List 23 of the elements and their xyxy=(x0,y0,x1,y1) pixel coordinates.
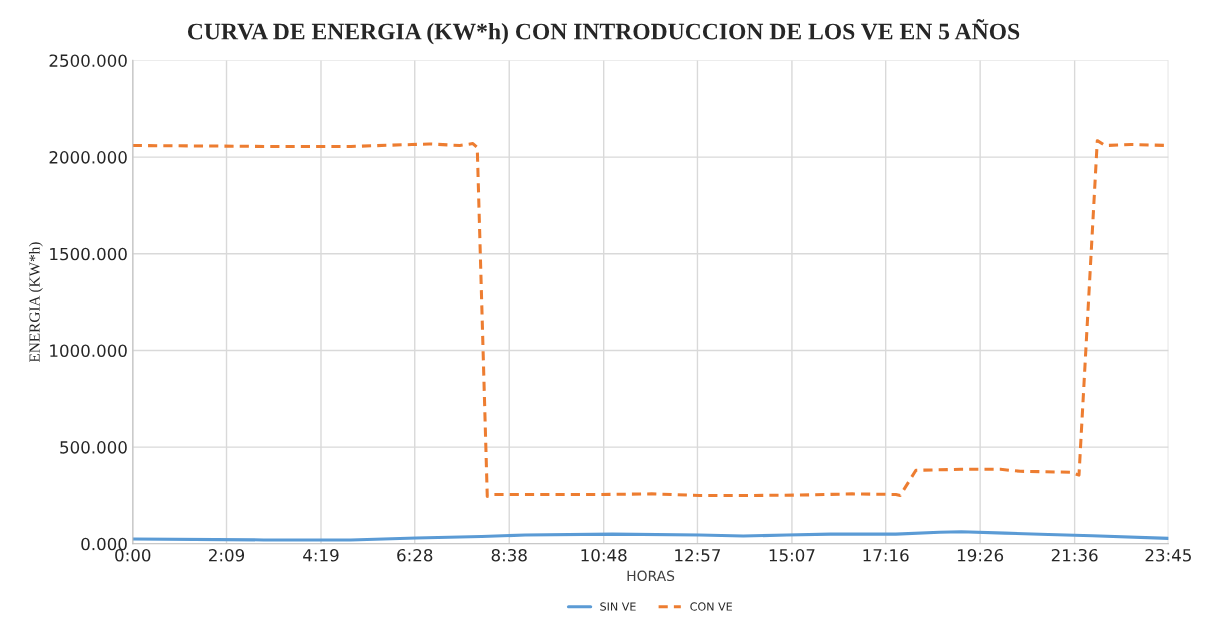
y-tick-label: 1000.000 xyxy=(50,344,127,358)
y-tick-label: 1500.000 xyxy=(50,247,127,261)
y-tick-label: 0.000 xyxy=(81,537,127,551)
x-tick-label: 8:38 xyxy=(491,548,527,562)
x-tick-label: 21:36 xyxy=(1051,548,1098,562)
x-tick-label: 4:19 xyxy=(303,548,339,562)
y-tick-label: 2500.000 xyxy=(49,54,127,67)
y-tick-label: 500.000 xyxy=(60,441,127,454)
x-tick-label: 0:00 xyxy=(115,548,151,562)
x-tick-label: 23:45 xyxy=(1145,548,1191,562)
x-tick-label: 12:57 xyxy=(675,548,721,562)
x-tick-label: 10:48 xyxy=(581,548,627,562)
x-axis-title: HORAS xyxy=(627,570,675,582)
x-tick-label: 17:16 xyxy=(863,548,909,562)
y-axis-title: ENERGIA (KW*h) xyxy=(28,242,43,363)
chart-title: CURVA DE ENERGIA (KW*h) CON INTRODUCCION DE LOS VE EN 5 AÑOS xyxy=(187,19,1020,45)
x-tick-label: 2:09 xyxy=(209,548,245,562)
x-tick-label: 19:26 xyxy=(957,548,1004,562)
legend-label: CON VE xyxy=(690,602,732,611)
y-tick-label: 2000.000 xyxy=(49,151,127,164)
x-tick-label: 6:28 xyxy=(397,548,433,562)
x-tick-label: 15:07 xyxy=(769,548,815,562)
legend-label: SIN VE xyxy=(600,602,636,611)
